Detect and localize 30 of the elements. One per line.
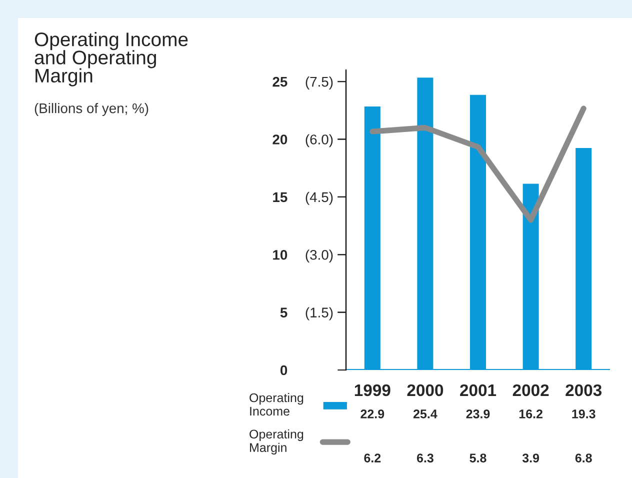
y2-tick-label: (3.0) — [306, 250, 333, 263]
y-tick-label: 25 — [272, 76, 288, 87]
data-label: 25.4 — [413, 410, 438, 418]
legend-label: Operating Income — [250, 393, 304, 416]
data-label: 5.8 — [470, 454, 486, 462]
y-tick-label: 20 — [272, 134, 288, 144]
y2-tick-label: (1.5) — [306, 307, 333, 320]
data-label: 23.9 — [466, 410, 490, 418]
x-tick-label: 1999 — [354, 384, 390, 396]
legend-label: Operating Margin — [250, 429, 304, 454]
x-tick-label: 2001 — [460, 384, 496, 396]
y-tick-label: 0 — [280, 365, 288, 376]
data-label: 19.3 — [572, 410, 596, 418]
y2-tick-label: (7.5) — [306, 76, 333, 90]
y-tick-label: 15 — [273, 192, 288, 202]
data-label: 16.2 — [519, 410, 542, 418]
text: Operating Income and Operating Margin — [34, 32, 188, 86]
data-label: 6.8 — [575, 454, 592, 462]
data-label: 6.2 — [364, 454, 381, 462]
y-tick-label: 10 — [273, 250, 288, 260]
data-label: 22.9 — [360, 410, 384, 418]
text: (Billions of yen; %) — [34, 103, 148, 116]
y-tick-label: 5 — [280, 308, 288, 318]
y2-tick-label: (4.5) — [306, 192, 333, 205]
x-tick-label: 2000 — [407, 384, 444, 396]
data-label: 3.9 — [522, 454, 540, 462]
x-tick-label: 2002 — [512, 384, 549, 396]
y2-tick-label: (6.0) — [306, 134, 333, 148]
x-tick-label: 2003 — [566, 384, 602, 396]
data-label: 6.3 — [416, 454, 434, 462]
